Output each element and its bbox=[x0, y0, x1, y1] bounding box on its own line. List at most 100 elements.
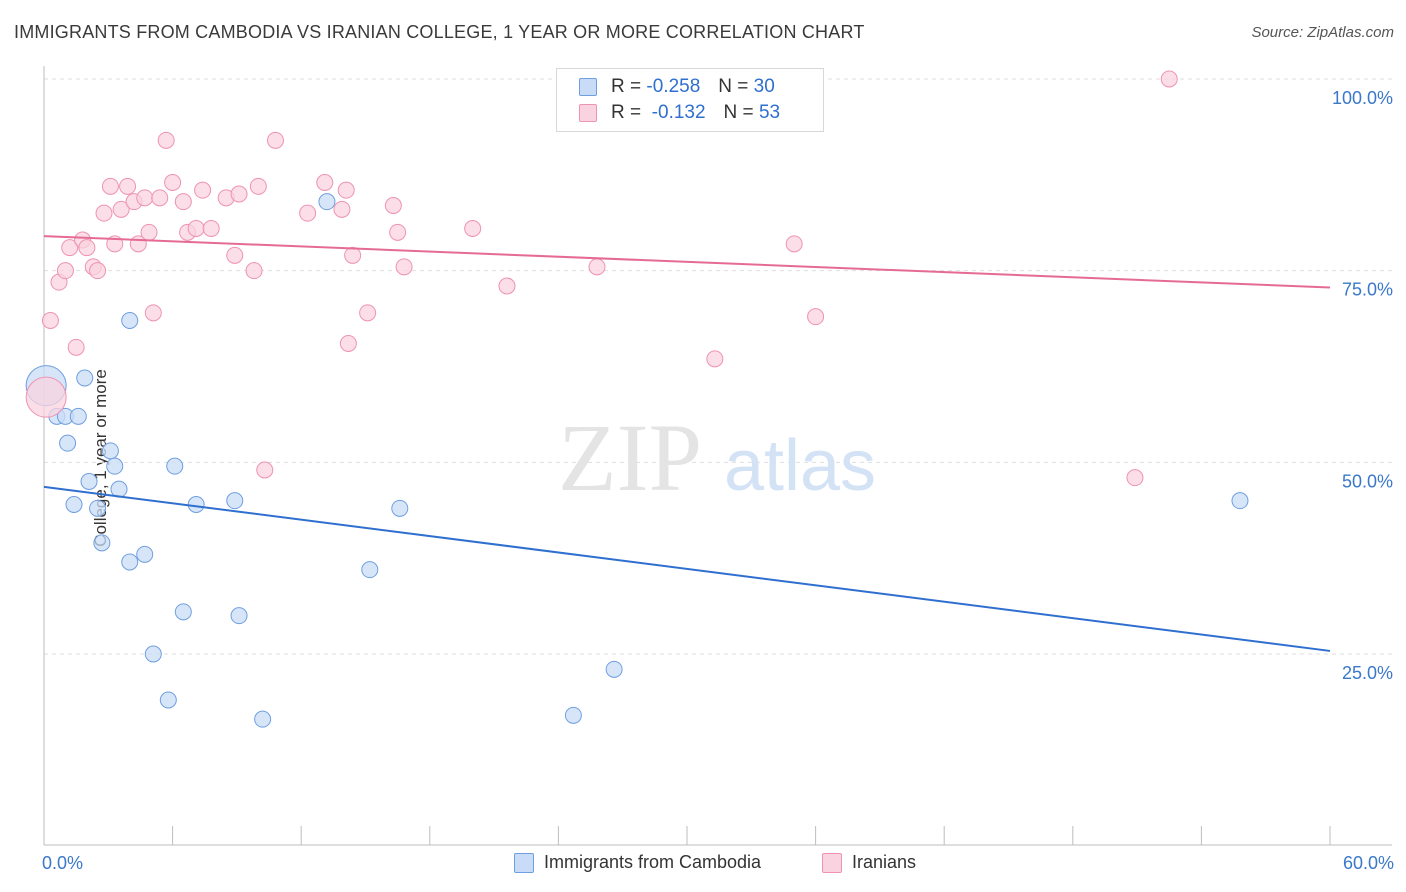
point-iranians bbox=[498, 277, 516, 295]
legend-n-label: N = bbox=[718, 76, 749, 97]
point-cambodia bbox=[89, 499, 107, 517]
point-iranians bbox=[151, 189, 169, 207]
point-iranians bbox=[359, 304, 377, 322]
point-cambodia bbox=[93, 534, 111, 552]
point-iranians bbox=[384, 197, 402, 214]
point-iranians bbox=[41, 312, 59, 329]
point-iranians bbox=[136, 189, 154, 207]
point-cambodia bbox=[65, 496, 83, 513]
point-cambodia bbox=[144, 645, 162, 663]
point-cambodia bbox=[1231, 492, 1249, 510]
point-cambodia bbox=[59, 434, 77, 452]
stats-legend: R = -0.258 N = 30 R = -0.132 N = 53 bbox=[556, 68, 824, 132]
legend-n-value: 53 bbox=[758, 102, 781, 123]
point-cambodia bbox=[187, 496, 205, 513]
point-iranians bbox=[89, 262, 107, 280]
point-iranians bbox=[101, 177, 119, 195]
legend-n-label: N = bbox=[723, 102, 754, 123]
point-iranians bbox=[337, 181, 355, 199]
y-tick-labels: 25.0% 50.0% 75.0% 100.0% bbox=[1332, 88, 1393, 683]
legend-label-cambodia: Immigrants from Cambodia bbox=[544, 852, 762, 872]
point-iranians bbox=[395, 258, 413, 276]
point-iranians bbox=[174, 193, 192, 211]
point-iranians bbox=[119, 177, 137, 195]
grid-lines bbox=[44, 78, 1392, 655]
point-iranians bbox=[56, 262, 74, 280]
legend-item-iranians: Iranians bbox=[822, 852, 916, 873]
point-cambodia bbox=[605, 660, 623, 678]
point-iranians bbox=[785, 235, 803, 253]
legend-label-iranians: Iranians bbox=[852, 852, 917, 872]
point-cambodia bbox=[121, 312, 139, 329]
point-cambodia bbox=[361, 561, 379, 579]
point-cambodia bbox=[226, 492, 244, 510]
point-cambodia bbox=[166, 457, 184, 475]
watermark-zip: ZIP bbox=[558, 404, 702, 511]
y-tick-label: 75.0% bbox=[1342, 280, 1393, 300]
point-iranians bbox=[266, 131, 284, 149]
point-cambodia bbox=[391, 499, 409, 517]
point-iranians bbox=[249, 177, 267, 195]
point-iranians bbox=[226, 246, 244, 264]
y-tick-label: 25.0% bbox=[1342, 663, 1393, 683]
legend-row-cambodia: R = -0.258 N = 30 bbox=[579, 75, 775, 99]
point-cambodia bbox=[230, 607, 248, 625]
point-cambodia bbox=[76, 369, 94, 387]
legend-swatch-iranians bbox=[822, 852, 842, 873]
legend-n-value: 30 bbox=[753, 76, 775, 97]
point-iranians bbox=[61, 239, 79, 257]
point-iranians bbox=[1126, 469, 1144, 487]
point-iranians bbox=[299, 204, 317, 222]
point-iranians bbox=[807, 308, 825, 326]
legend-swatch-iranians bbox=[579, 104, 597, 122]
point-iranians bbox=[230, 185, 248, 203]
point-iranians bbox=[333, 200, 351, 218]
point-cambodia bbox=[80, 473, 98, 490]
point-iranians bbox=[245, 262, 263, 280]
point-iranians bbox=[256, 461, 274, 479]
point-iranians bbox=[25, 376, 67, 418]
point-iranians bbox=[67, 338, 85, 356]
legend-item-cambodia: Immigrants from Cambodia bbox=[514, 852, 761, 873]
point-cambodia bbox=[159, 691, 177, 709]
y-tick-label: 50.0% bbox=[1342, 471, 1393, 491]
point-iranians bbox=[706, 350, 724, 368]
point-iranians bbox=[316, 174, 334, 191]
point-cambodia bbox=[136, 545, 154, 563]
point-iranians bbox=[389, 223, 407, 241]
point-iranians bbox=[95, 204, 113, 222]
point-iranians bbox=[1160, 70, 1178, 88]
data-points bbox=[25, 70, 1249, 728]
trend-line-cambodia bbox=[43, 485, 1331, 652]
legend-row-iranians: R = -0.132 N = 53 bbox=[579, 101, 780, 125]
point-cambodia bbox=[69, 407, 87, 425]
chart-title: IMMIGRANTS FROM CAMBODIA VS IRANIAN COLL… bbox=[14, 22, 865, 42]
point-cambodia bbox=[121, 553, 139, 571]
point-iranians bbox=[157, 131, 175, 149]
y-tick-label: 100.0% bbox=[1332, 88, 1393, 108]
legend-swatch-cambodia bbox=[514, 852, 534, 873]
point-iranians bbox=[194, 181, 212, 199]
point-iranians bbox=[164, 174, 182, 191]
legend-r-label: R = bbox=[611, 102, 642, 123]
point-iranians bbox=[187, 220, 205, 237]
point-cambodia bbox=[101, 442, 119, 460]
trend-line-iranians bbox=[43, 235, 1331, 289]
point-cambodia bbox=[564, 706, 582, 724]
x-tick-label-max: 60.0% bbox=[1342, 853, 1394, 873]
point-iranians bbox=[588, 258, 606, 276]
point-iranians bbox=[144, 304, 162, 322]
point-iranians bbox=[78, 239, 96, 257]
watermark-atlas: atlas bbox=[724, 426, 876, 506]
legend-swatch-cambodia bbox=[579, 78, 597, 96]
point-iranians bbox=[112, 200, 130, 218]
source-label: Source: ZipAtlas.com bbox=[1251, 24, 1394, 41]
point-cambodia bbox=[318, 193, 336, 211]
x-tick-label-min: 0.0% bbox=[42, 853, 84, 873]
point-iranians bbox=[140, 223, 158, 241]
point-cambodia bbox=[254, 710, 272, 728]
legend-r-label: R = bbox=[611, 76, 642, 97]
legend-r-value: -0.132 bbox=[651, 102, 706, 123]
point-iranians bbox=[202, 220, 220, 237]
